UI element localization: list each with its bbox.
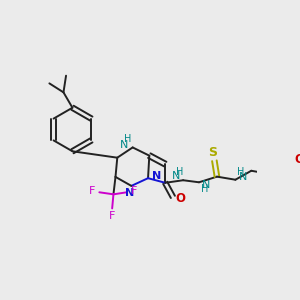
Text: N: N — [125, 188, 135, 198]
Text: N: N — [239, 172, 247, 182]
Text: H: H — [201, 184, 208, 194]
Text: N: N — [120, 140, 129, 150]
Text: F: F — [131, 186, 137, 196]
Text: N: N — [202, 180, 210, 190]
Text: H: H — [124, 134, 132, 144]
Text: F: F — [109, 211, 115, 221]
Text: H: H — [237, 167, 245, 177]
Text: O: O — [294, 154, 300, 166]
Text: O: O — [176, 192, 186, 205]
Text: N: N — [152, 171, 161, 181]
Text: F: F — [89, 186, 95, 196]
Text: S: S — [208, 146, 217, 159]
Text: H: H — [176, 167, 183, 177]
Text: N: N — [172, 171, 180, 182]
